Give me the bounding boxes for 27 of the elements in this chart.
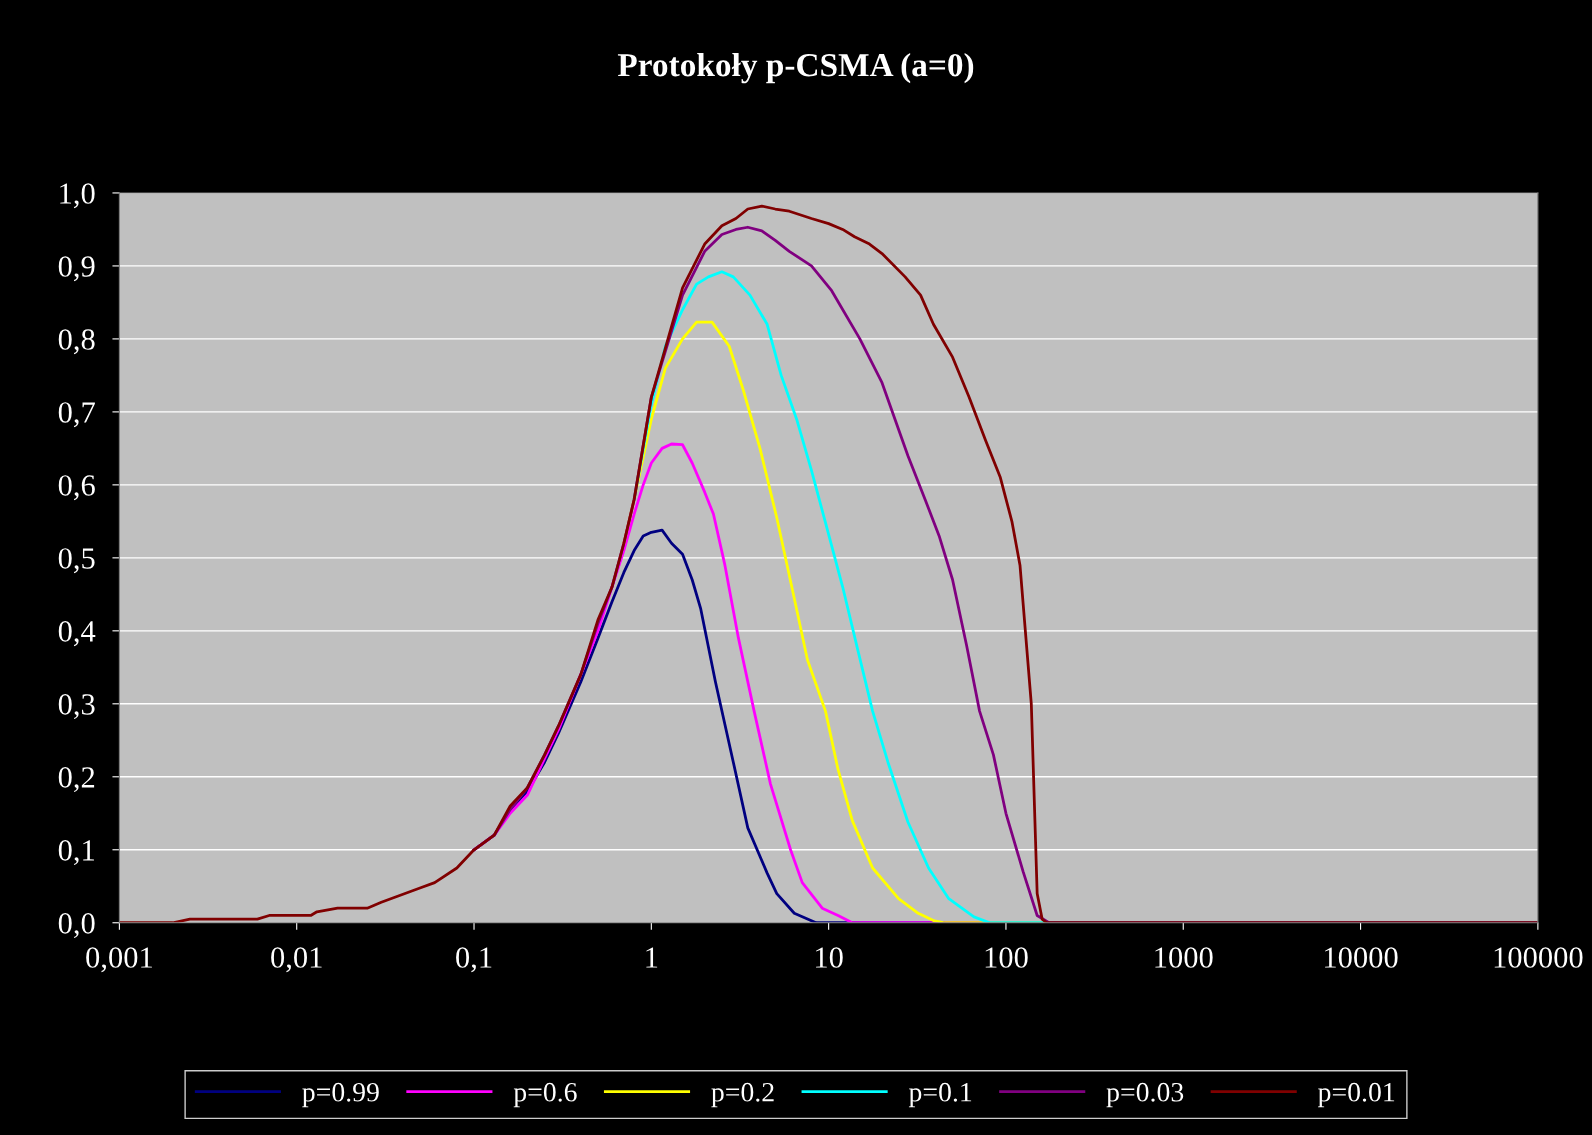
legend-label: p=0.2 <box>711 1082 774 1108</box>
legend-label: p=0.99 <box>302 1082 379 1108</box>
x-tick-label: 1 <box>646 947 658 968</box>
y-tick-label: 0,3 <box>58 694 95 720</box>
chart-title: Protokoły p-CSMA (a=0) <box>617 52 974 84</box>
y-tick-label: 0,4 <box>58 621 96 647</box>
legend-label: p=0.1 <box>908 1082 972 1108</box>
x-tick-label: 0,1 <box>456 947 492 973</box>
y-tick-label: 0,7 <box>58 402 95 428</box>
x-tick-label: 1000 <box>1155 947 1213 968</box>
y-tick-label: 1,0 <box>60 183 95 209</box>
y-tick-label: 0,0 <box>58 913 95 939</box>
y-tick-label: 0,5 <box>58 548 95 574</box>
y-tick-label: 0,2 <box>58 767 95 793</box>
x-tick-label: 100 <box>985 947 1028 968</box>
legend-label: p=0.01 <box>1318 1082 1395 1108</box>
x-tick-label: 0,01 <box>271 947 322 973</box>
x-tick-label: 100000 <box>1494 947 1583 968</box>
x-tick-label: 10000 <box>1325 947 1398 968</box>
x-tick-label: 0,001 <box>86 947 152 973</box>
y-tick-label: 0,1 <box>58 840 94 866</box>
y-tick-label: 0,8 <box>58 329 95 355</box>
legend-label: p=0.6 <box>513 1082 577 1108</box>
x-tick-label: 10 <box>816 947 843 968</box>
y-tick-label: 0,6 <box>58 475 95 501</box>
legend-label: p=0.03 <box>1106 1082 1184 1108</box>
y-tick-label: 0,9 <box>58 256 95 282</box>
